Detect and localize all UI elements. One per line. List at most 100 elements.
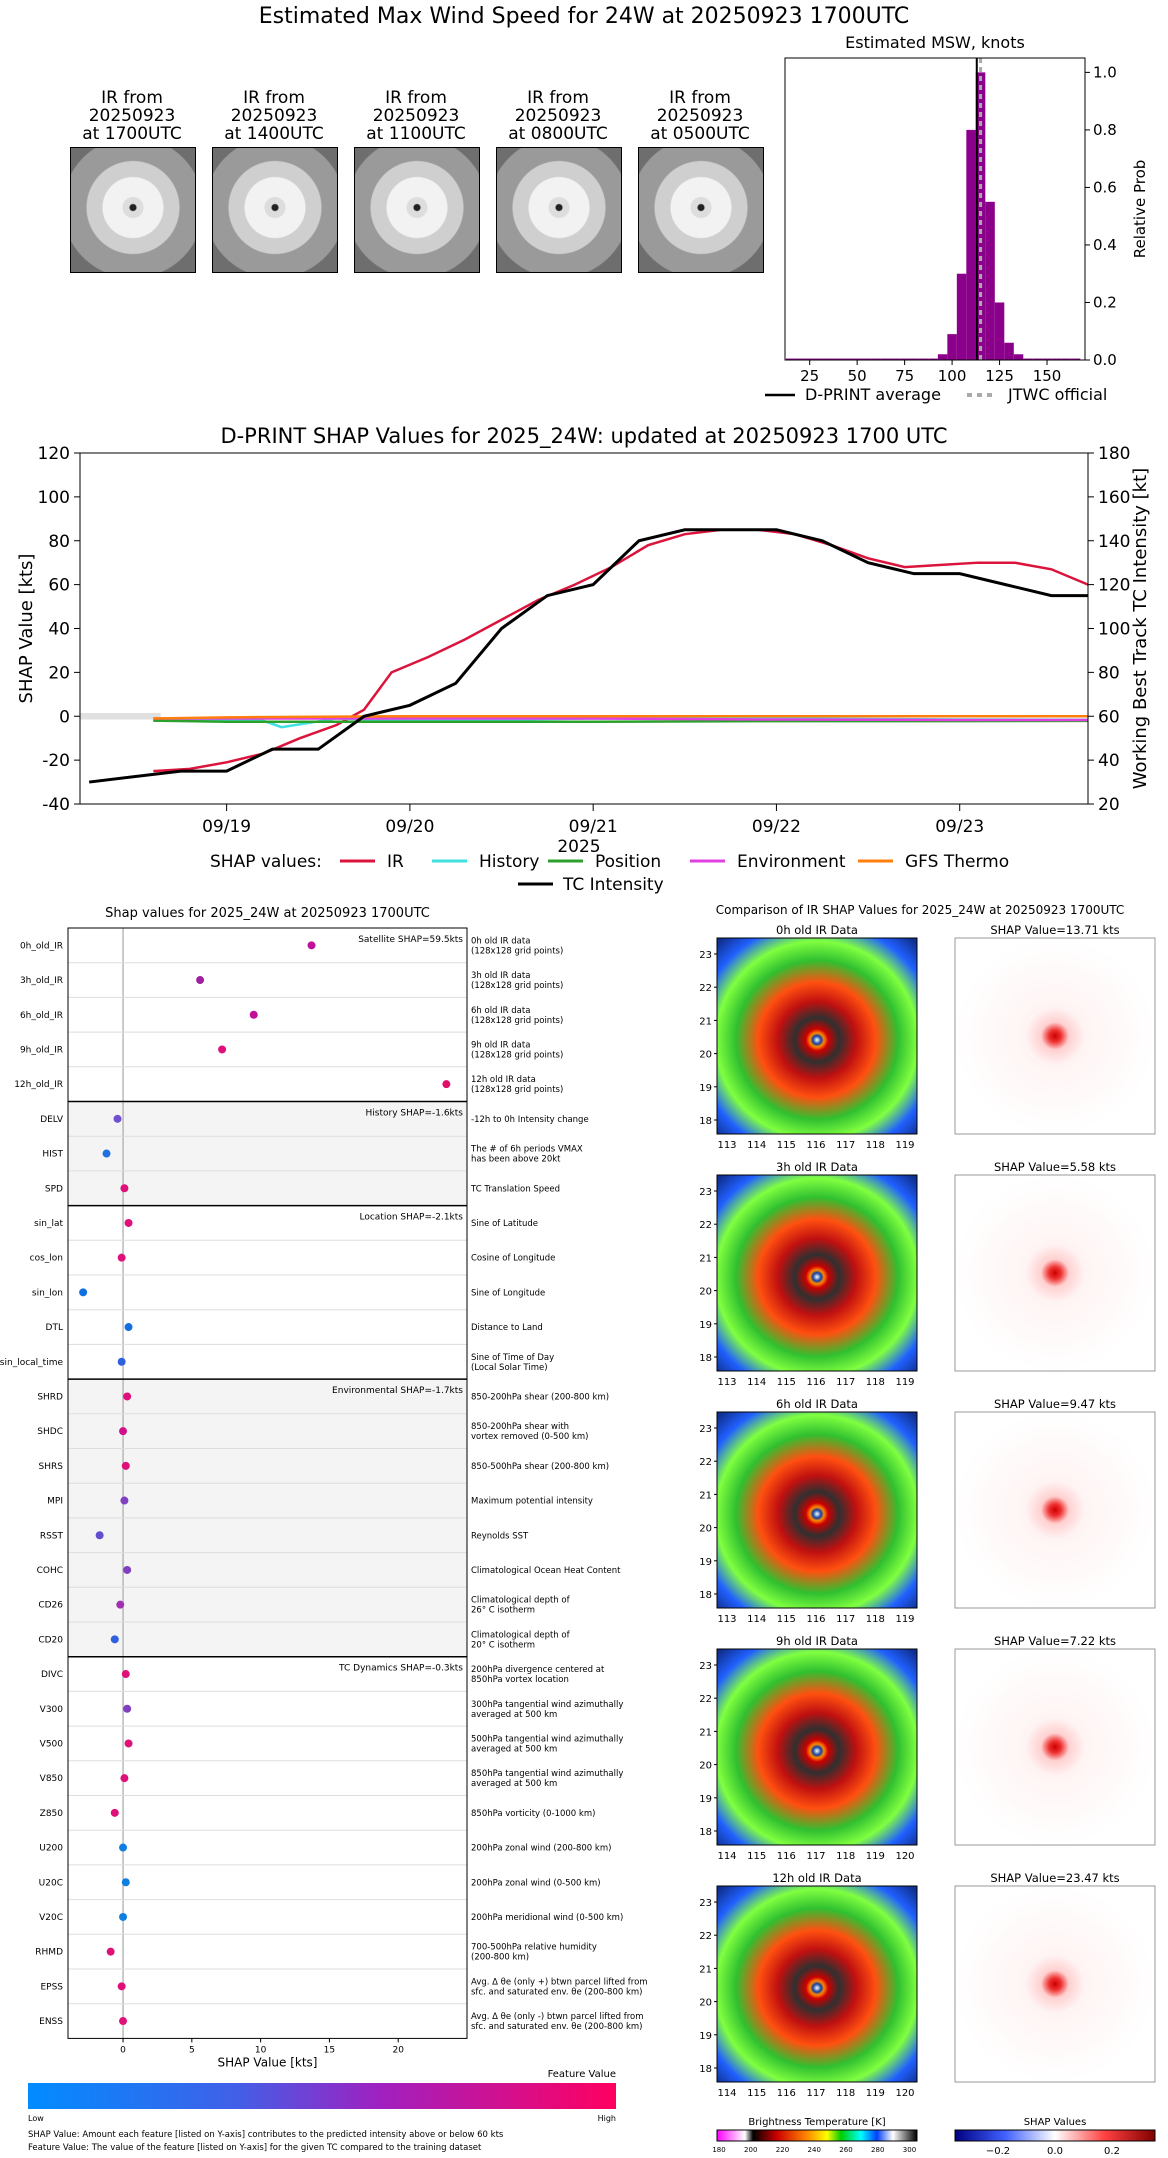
histogram-bar <box>890 358 900 360</box>
feature-description: 700-500hPa relative humidity (200-800 km) <box>471 1943 597 1963</box>
ir-panel-image <box>716 1411 918 1609</box>
histogram-bar <box>956 273 967 360</box>
feature-name: RHMD <box>35 1948 63 1958</box>
feature-name: 9h_old_IR <box>20 1045 63 1055</box>
histogram-bar <box>823 358 834 360</box>
feature-name: 0h_old_IR <box>20 941 63 951</box>
legend-label: TC Intensity <box>562 875 664 895</box>
feature-description: 6h old IR data (128x128 grid points) <box>471 1006 563 1026</box>
y2-tick-label: 40 <box>1098 751 1120 771</box>
ir-y-tick-label: 19 <box>699 1320 712 1331</box>
histogram-bar <box>795 358 805 360</box>
feature-name: U200 <box>39 1844 63 1854</box>
feature-description: Sine of Longitude <box>471 1288 545 1298</box>
feature-shap-chart: Shap values for 2025_24W at 20250923 170… <box>0 906 648 2153</box>
feature-shap-point <box>120 1184 129 1193</box>
ir-x-tick-label: 118 <box>866 1377 885 1388</box>
feature-description: 850-200hPa shear (200-800 km) <box>471 1392 609 1402</box>
feature-shap-point <box>116 1600 125 1609</box>
histogram-bar <box>985 201 995 360</box>
feature-shap-point <box>119 1427 128 1436</box>
ir-panel-image <box>716 1174 918 1372</box>
ir-y-tick-label: 20 <box>699 1287 712 1298</box>
ir-thumbnail-image <box>354 147 480 273</box>
feature-description: 3h old IR data (128x128 grid points) <box>471 971 563 991</box>
shap-panel-title: SHAP Value=23.47 kts <box>990 1871 1119 1885</box>
ir-x-tick-label: 115 <box>777 1377 796 1388</box>
y-tick-label: 0.8 <box>1093 121 1117 139</box>
y2-tick-label: 180 <box>1098 444 1130 464</box>
ir-panel-title: 3h old IR Data <box>776 1160 858 1174</box>
ir-x-tick-label: 115 <box>777 1140 796 1151</box>
feature-description: 9h old IR data (128x128 grid points) <box>471 1040 563 1060</box>
y-tick-label: 0.4 <box>1093 236 1117 254</box>
feature-shap-point <box>123 1704 132 1713</box>
ir-y-tick-label: 20 <box>699 1050 712 1061</box>
ir-x-tick-label: 113 <box>717 1140 736 1151</box>
feature-description: Sine of Time of Day (Local Solar Time) <box>471 1353 554 1373</box>
ir-x-tick-label: 116 <box>806 1377 825 1388</box>
ir-x-tick-label: 115 <box>747 1851 766 1862</box>
feature-name: V850 <box>40 1774 64 1784</box>
bt-colorbar-tick: 200 <box>744 2146 757 2154</box>
ir-x-tick-label: 113 <box>717 1614 736 1625</box>
shap-colorbar-tick: 0.2 <box>1104 2146 1120 2157</box>
feature-description: Cosine of Longitude <box>471 1254 555 1264</box>
histogram-bar <box>928 358 938 360</box>
ir-y-tick-label: 21 <box>699 1490 712 1501</box>
ir-y-tick-label: 21 <box>699 1016 712 1027</box>
timeseries-frame <box>79 452 1089 805</box>
ir-y-tick-label: 19 <box>699 1794 712 1805</box>
ir-panel-image <box>716 1648 918 1846</box>
feature-shap-point <box>123 1392 132 1401</box>
group-label: History SHAP=-1.6kts <box>366 1109 464 1119</box>
histogram-bar <box>814 358 824 360</box>
feature-description: Climatological depth of 26° C isotherm <box>471 1596 571 1616</box>
group-background <box>68 928 467 1102</box>
feature-name: DELV <box>40 1115 64 1125</box>
feature-shap-point <box>117 1982 126 1991</box>
histogram-title: Estimated MSW, knots <box>845 33 1025 52</box>
legend-dprint-label: D-PRINT average <box>805 385 941 404</box>
x-tick-label: 09/22 <box>752 817 801 837</box>
feature-name: cos_lon <box>30 1254 63 1264</box>
legend-label: IR <box>387 852 404 872</box>
feature-shap-point <box>119 1912 128 1921</box>
feature-description: 200hPa divergence centered at 850hPa vort… <box>471 1665 605 1685</box>
ir-y-tick-label: 22 <box>699 1457 712 1468</box>
y2-tick-label: 120 <box>1098 576 1130 596</box>
feature-name: V20C <box>39 1913 63 1923</box>
feature-name: MPI <box>47 1497 63 1507</box>
feature-shap-point <box>106 1947 115 1956</box>
shap-panel-image <box>954 1885 1156 2083</box>
bt-colorbar-tick: 240 <box>808 2146 821 2154</box>
group-label: TC Dynamics SHAP=-0.3kts <box>338 1664 463 1674</box>
feature-name: U20C <box>39 1878 63 1888</box>
ir-x-tick-label: 118 <box>836 2088 855 2099</box>
ir-x-tick-label: 114 <box>747 1377 766 1388</box>
feature-description: Climatological depth of 20° C isotherm <box>471 1630 571 1650</box>
feature-shap-point <box>442 1080 451 1089</box>
ir-x-tick-label: 113 <box>717 1377 736 1388</box>
feature-chart-title: Shap values for 2025_24W at 20250923 170… <box>105 906 430 921</box>
shap-colorbar-tick: 0.0 <box>1047 2146 1063 2157</box>
ir-y-tick-label: 18 <box>699 2064 712 2075</box>
x-axis-label: 2025 <box>557 837 600 857</box>
ir-x-tick-label: 119 <box>866 2088 885 2099</box>
legend-label: Environment <box>737 852 846 872</box>
bt-colorbar-tick: 180 <box>712 2146 725 2154</box>
feature-description: 0h old IR data (128x128 grid points) <box>471 936 563 956</box>
legend-label: Position <box>595 852 661 872</box>
histogram-bar <box>785 358 796 360</box>
x-tick-label: 0 <box>120 2045 126 2055</box>
feature-description: Avg. Δ θe (only -) btwn parcel lifted fr… <box>471 2012 644 2032</box>
feature-description: 850hPa vorticity (0-1000 km) <box>471 1809 595 1819</box>
shap-timeseries-chart: D-PRINT SHAP Values for 2025_24W: update… <box>16 424 1151 895</box>
y-tick-label: 0.2 <box>1093 293 1117 311</box>
x-tick-label: 100 <box>938 367 967 385</box>
feature-shap-point <box>79 1288 88 1297</box>
thumbnail-caption: IR from 20250923 at 1400UTC <box>224 88 324 144</box>
ir-x-tick-label: 118 <box>866 1140 885 1151</box>
y-tick-label: 60 <box>48 576 70 596</box>
feature-colorbar-low: Low <box>28 2114 44 2123</box>
